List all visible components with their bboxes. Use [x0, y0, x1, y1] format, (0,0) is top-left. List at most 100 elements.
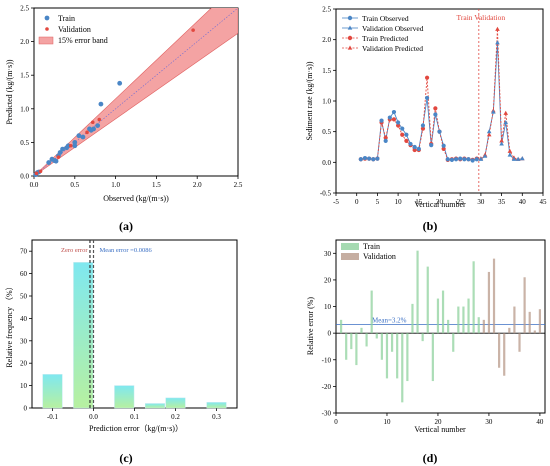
a-train-point — [72, 143, 78, 149]
b-train-observed-point — [429, 143, 434, 148]
b-legend-marker — [347, 15, 353, 21]
b-train-observed-point — [424, 95, 430, 101]
c-y-tick-label: 0 — [24, 405, 28, 413]
b-validation-predicted-point — [503, 110, 509, 115]
b-train-observed-point — [470, 158, 475, 163]
c-y-tick-label: 30 — [20, 337, 28, 345]
d-train-bar — [477, 317, 480, 334]
b-x-tick-label: 30 — [477, 198, 485, 206]
d-x-tick-label: 20 — [434, 418, 442, 426]
a-validation-point — [34, 171, 39, 176]
b-train-observed-point — [449, 157, 455, 162]
d-train-bar — [447, 319, 450, 334]
panel-label-b: (b) — [423, 219, 438, 233]
d-y-tick-label: 10 — [324, 303, 332, 311]
d-validation-bar — [528, 311, 531, 334]
b-train-predicted-point — [441, 146, 446, 151]
d-x-tick-label: 0 — [334, 418, 338, 426]
a-validation-point — [85, 130, 89, 135]
a-validation-point — [90, 120, 95, 125]
b-train-observed-point — [404, 132, 409, 137]
panel-b-line: -5 0 5 10 15 20 25 30 35 40 45 -0.5 0.0 0.5 1.0 1.5 2.0 2… — [305, 6, 547, 210]
a-band-group — [34, 8, 238, 176]
d-legend-train-label: Train — [363, 242, 380, 251]
a-legend-train-marker — [44, 15, 50, 21]
b-train-observed-point — [408, 141, 413, 147]
b-legend-label: Validation Predicted — [362, 44, 423, 53]
d-train-bar — [380, 333, 383, 360]
d-x-tick-label: 30 — [485, 418, 493, 426]
panel-c-histogram: -0.1 0.0 0.1 0.2 0.3 0 10 20 30 40 50 60 70 Zero erro… — [5, 239, 238, 433]
d-y-tick-label: -10 — [322, 356, 332, 364]
a-train-point — [53, 158, 59, 164]
b-train-predicted-point — [433, 106, 438, 111]
a-y-tick-label: 1.0 — [20, 105, 29, 113]
b-validation-predicted-point — [499, 138, 504, 143]
d-train-bar — [421, 333, 424, 342]
b-train-observed-point — [375, 156, 380, 161]
b-validation-observed-point — [495, 40, 500, 45]
b-validation-observed-point — [520, 156, 525, 161]
a-y-tick-label: 0.5 — [20, 139, 29, 147]
d-train-bar — [462, 306, 465, 334]
d-train-bar — [390, 333, 394, 352]
d-train-bar — [431, 333, 434, 382]
a-y-tick-label: 2.5 — [20, 5, 29, 13]
b-validation-observed-point — [499, 141, 504, 146]
a-identity-line — [34, 8, 238, 176]
c-y-tick-label: 40 — [20, 315, 28, 323]
b-x-tick-label: 20 — [436, 198, 444, 206]
a-train-point — [64, 145, 70, 151]
a-train-point — [57, 150, 63, 155]
d-train-bar — [350, 333, 353, 350]
a-validation-point — [191, 28, 195, 32]
b-validation-observed-point — [478, 156, 484, 161]
a-train-point — [60, 146, 65, 152]
b-legend-label: Train Observed — [362, 14, 409, 23]
b-train-observed-point — [474, 157, 479, 162]
c-histogram-bar — [145, 403, 165, 409]
b-train-observed-point — [433, 112, 438, 117]
d-validation-bar — [523, 277, 526, 334]
a-train-point — [98, 101, 104, 107]
c-y-tick-label: 70 — [20, 248, 28, 256]
d-mean-label: Mean=3.2% — [372, 317, 407, 325]
a-train-point — [95, 123, 101, 128]
b-train-observed-point — [453, 157, 459, 162]
b-train-observed-point — [400, 126, 405, 131]
d-train-bar — [406, 333, 409, 382]
c-zero-error-label: Zero error — [61, 247, 88, 254]
b-x-tick-label: 25 — [457, 198, 465, 206]
c-x-tick-label: -0.1 — [47, 413, 59, 421]
a-x-tick-label: 2.0 — [193, 181, 202, 189]
d-train-bar — [396, 333, 399, 379]
a-legend-validation-marker — [45, 27, 49, 31]
d-validation-bar — [487, 271, 491, 334]
d-validation-bar — [508, 327, 511, 334]
panel-a-scatter: 0.0 0.5 1.0 1.5 2.0 2.5 0.0 0.5 1.0 1.5 2.0 2.5 Trai… — [5, 5, 243, 204]
a-x-axis-label: Observed (kg/(m·s)) — [103, 194, 169, 203]
b-train-observed-point — [437, 129, 442, 134]
b-legend-label: Validation Observed — [362, 24, 424, 33]
a-x-tick-label: 0.5 — [70, 181, 79, 189]
b-y-tick-label: 1.5 — [322, 67, 331, 75]
d-y-tick-label: 20 — [324, 276, 332, 284]
d-train-bar — [441, 290, 445, 334]
b-train-observed-point — [391, 109, 397, 115]
d-y-axis-label: Relative error (%) — [306, 297, 315, 356]
c-y-tick-label: 50 — [20, 293, 28, 301]
c-histogram-bar — [114, 385, 135, 409]
a-y-tick-label: 2.0 — [20, 38, 29, 46]
a-train-point — [88, 127, 94, 133]
b-validation-predicted-point — [507, 148, 513, 153]
d-train-bar — [365, 333, 368, 347]
b-validation-observed-point — [515, 156, 521, 161]
d-train-bar — [385, 333, 389, 379]
d-train-bar — [375, 333, 378, 339]
d-x-tick-label: 10 — [383, 418, 391, 426]
panel-d-relative-error: 0 10 20 30 40-30-20-100102030Mean=3.2%TrainV… — [306, 239, 546, 434]
b-train-observed-point — [367, 156, 372, 161]
b-train-observed-point — [445, 157, 450, 162]
b-validation-observed-point — [486, 129, 492, 134]
d-y-tick-label: -20 — [322, 383, 332, 391]
